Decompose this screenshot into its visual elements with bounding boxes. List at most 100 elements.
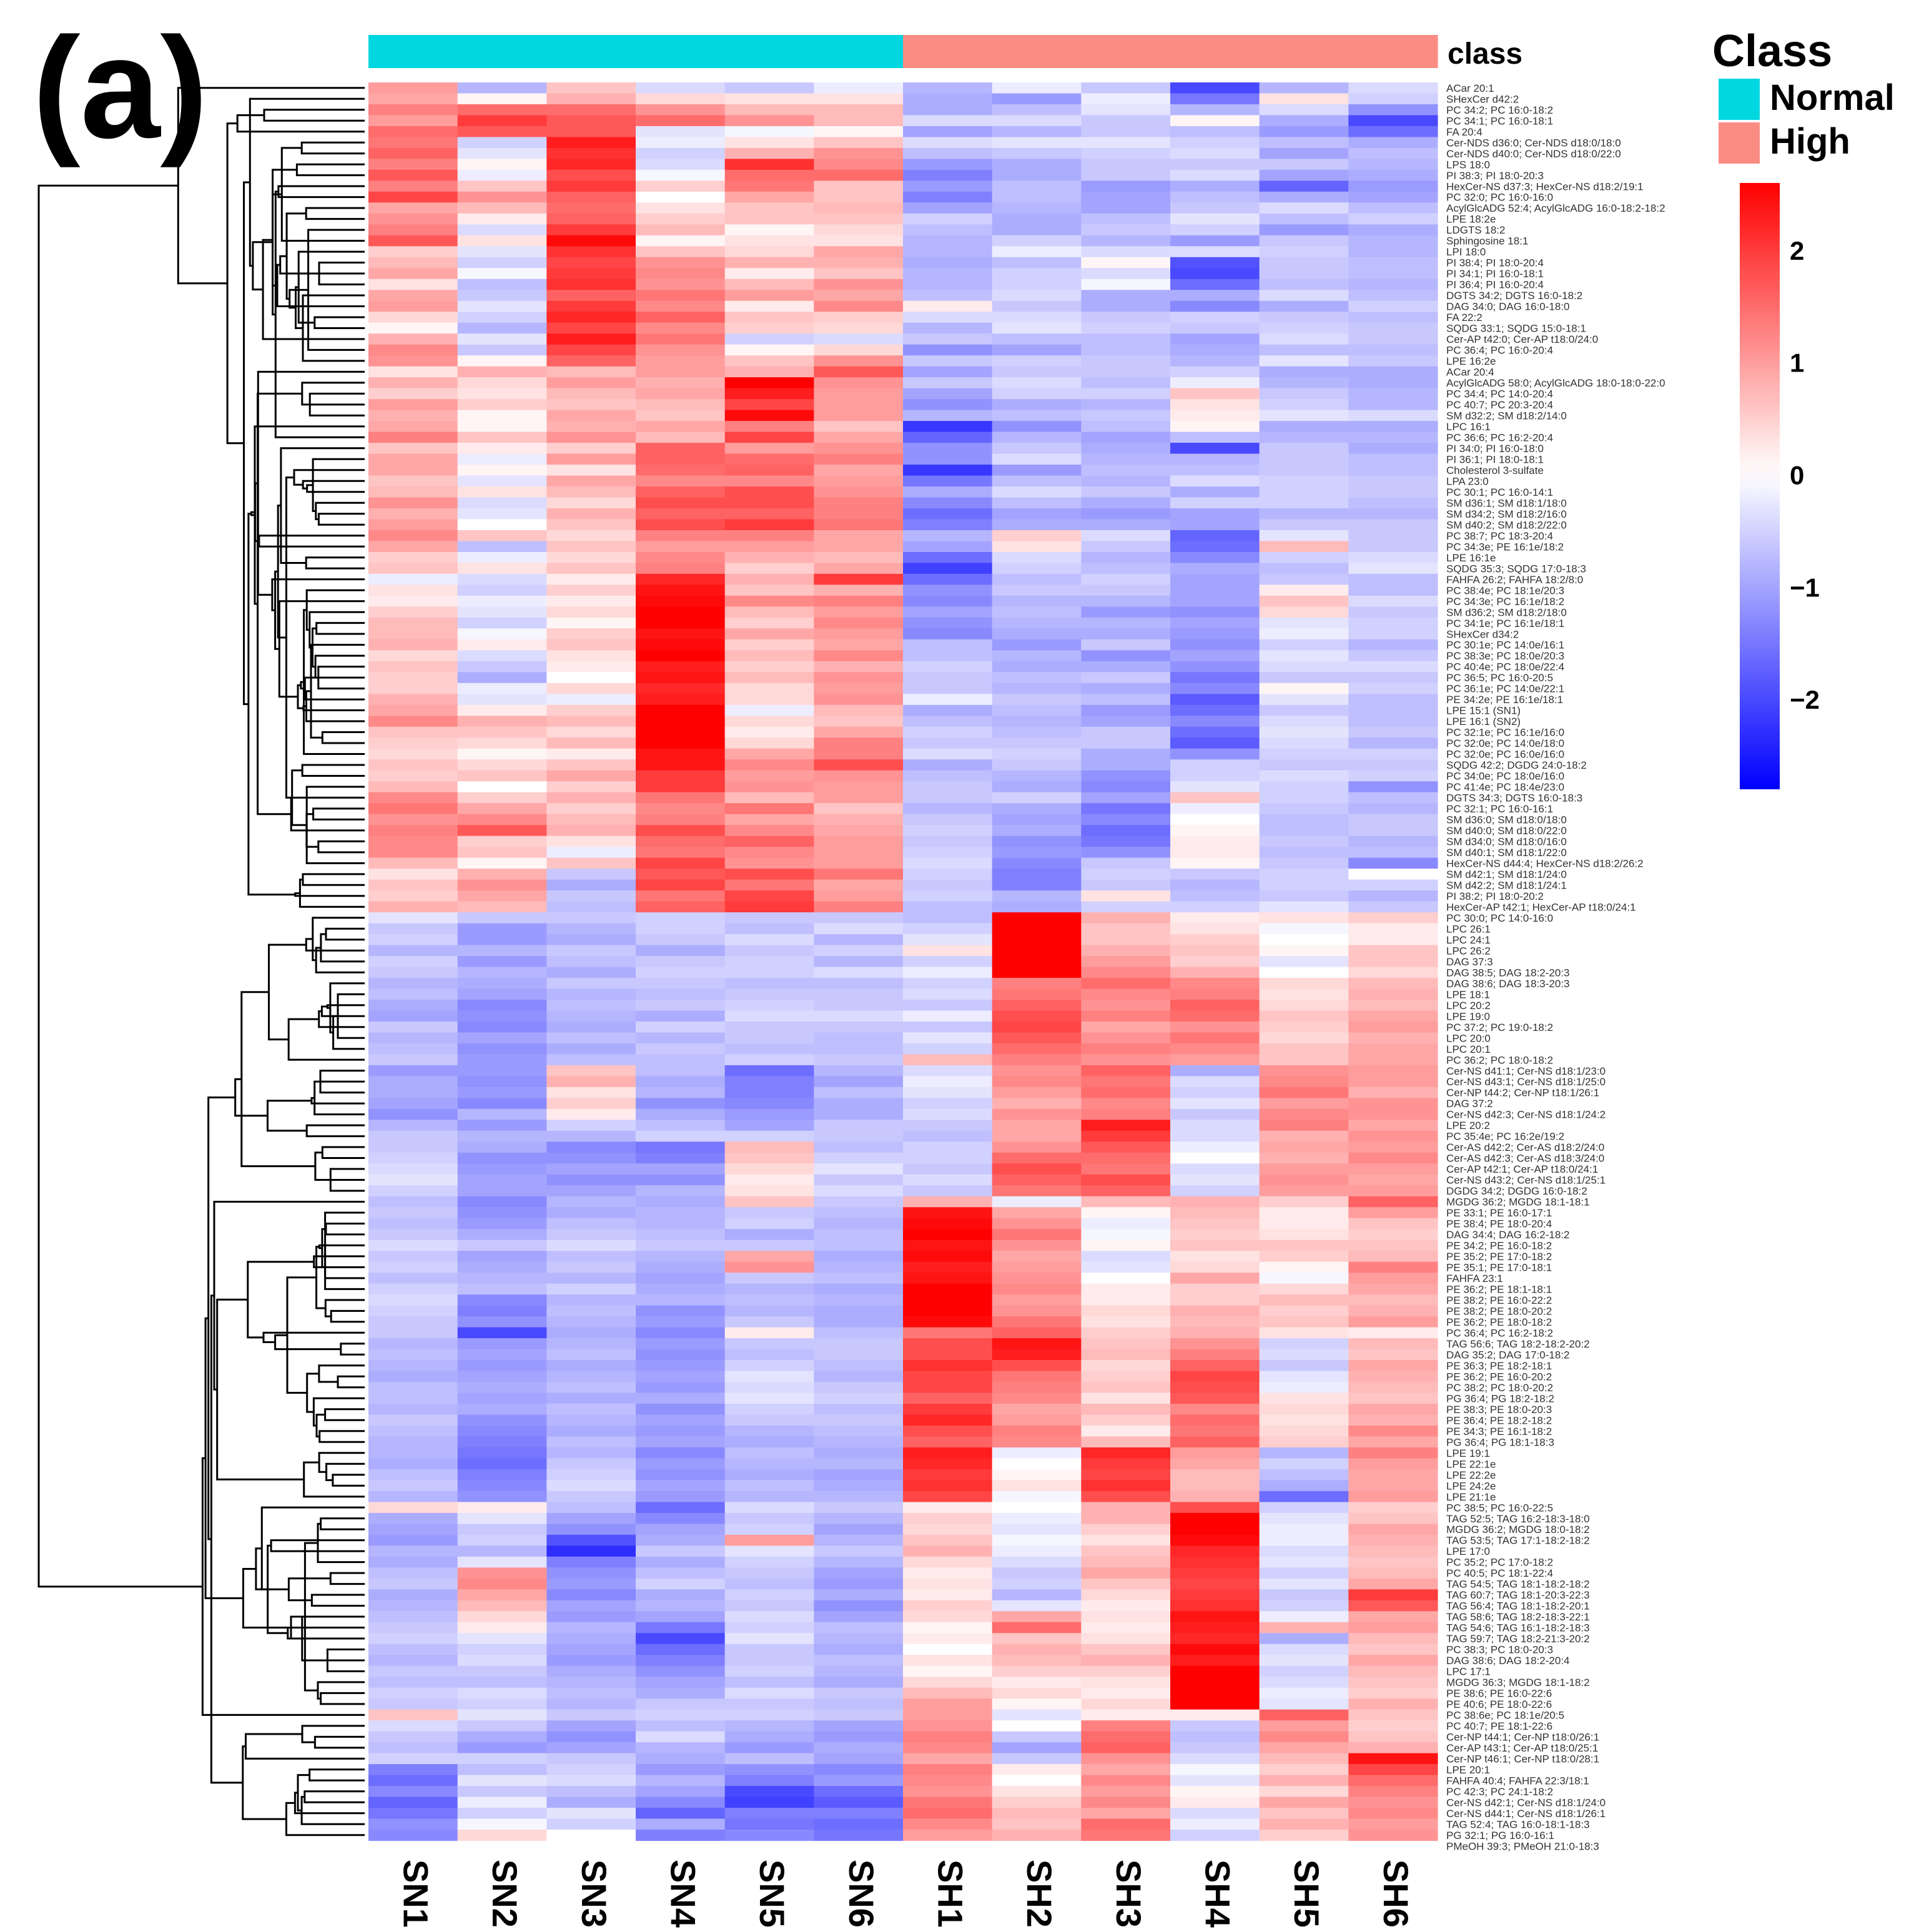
heatmap-cell <box>1259 1818 1349 1830</box>
heatmap-cell <box>1259 497 1349 509</box>
heatmap-cell <box>1081 322 1171 334</box>
heatmap-cell <box>992 1163 1082 1175</box>
heatmap-cell <box>368 1753 458 1765</box>
heatmap-cell <box>636 1207 726 1219</box>
heatmap-cell <box>1259 333 1349 345</box>
heatmap-cell <box>546 1709 636 1721</box>
heatmap-cell <box>368 180 458 192</box>
heatmap-cell <box>992 169 1082 181</box>
heatmap-cell <box>814 551 904 564</box>
heatmap-cell <box>636 1251 726 1263</box>
heatmap-cell <box>1259 945 1349 957</box>
dendrogram-branch <box>274 190 365 438</box>
heatmap-cell <box>1081 1152 1171 1164</box>
dendrogram-branch <box>262 1331 365 1343</box>
heatmap-cell <box>636 945 726 957</box>
heatmap-cell <box>1348 1425 1438 1437</box>
heatmap-cell <box>636 879 726 891</box>
heatmap-cell <box>636 639 726 651</box>
heatmap-cell <box>1170 1447 1260 1459</box>
heatmap-cell <box>457 399 547 411</box>
heatmap-cell <box>368 1720 458 1732</box>
heatmap-cell <box>546 923 636 935</box>
heatmap-cell <box>903 1338 993 1350</box>
heatmap-cell <box>457 1316 547 1328</box>
heatmap-cell <box>992 595 1082 608</box>
dendrogram-branch <box>278 600 365 698</box>
heatmap-cell <box>992 901 1082 913</box>
heatmap-cell <box>368 519 458 531</box>
heatmap-cell <box>903 1808 993 1820</box>
heatmap-cell <box>903 1283 993 1295</box>
column-label: SH6 <box>1376 1860 1416 1928</box>
heatmap-cell <box>1348 1338 1438 1350</box>
heatmap-cell <box>1081 126 1171 138</box>
heatmap-cell <box>903 246 993 258</box>
dendrogram-branch <box>305 556 365 569</box>
heatmap-cell <box>457 770 547 782</box>
heatmap-cell <box>1170 1010 1260 1022</box>
heatmap-cell <box>1348 399 1438 411</box>
row-label: DAG 38:5; DAG 18:2-20:3 <box>1446 967 1570 978</box>
heatmap-cell <box>903 1152 993 1164</box>
heatmap-cell <box>1259 1273 1349 1284</box>
heatmap-cell <box>1081 1436 1171 1448</box>
heatmap-cell <box>636 1731 726 1743</box>
dendrogram-branch <box>210 1294 243 1784</box>
heatmap-cell <box>992 1032 1082 1044</box>
heatmap-cell <box>903 530 993 542</box>
annotation-label: class <box>1448 37 1522 71</box>
row-label: PC 38:4e; PC 18:1e/20:3 <box>1446 584 1564 596</box>
heatmap-cell <box>1348 421 1438 433</box>
heatmap-cell <box>1081 213 1171 225</box>
heatmap-cell <box>1259 595 1349 608</box>
heatmap-cell <box>368 1404 458 1416</box>
heatmap-cell <box>814 1764 904 1776</box>
heatmap-cell <box>724 1589 814 1601</box>
heatmap-cell <box>903 1764 993 1776</box>
heatmap-cell <box>457 1633 547 1645</box>
heatmap-cell <box>1081 988 1171 1000</box>
heatmap-cell <box>546 224 636 236</box>
heatmap-cell <box>457 1830 547 1841</box>
heatmap-cell <box>1081 159 1171 170</box>
heatmap-cell <box>1259 519 1349 531</box>
heatmap-cell <box>903 1753 993 1765</box>
heatmap-cell <box>1170 1120 1260 1131</box>
row-label: SM d36:0; SM d18:0/18:0 <box>1446 814 1567 826</box>
heatmap-cell <box>1081 246 1171 258</box>
heatmap-cell <box>1259 1316 1349 1328</box>
heatmap-cell <box>1259 355 1349 367</box>
dendrogram-branch <box>325 1223 365 1236</box>
heatmap-cell <box>1170 1338 1260 1350</box>
heatmap-cell <box>1081 1796 1171 1808</box>
heatmap-cell <box>457 737 547 749</box>
heatmap-cell <box>903 1120 993 1131</box>
heatmap-cell <box>636 508 726 520</box>
heatmap-cell <box>724 1382 814 1394</box>
heatmap-cell <box>546 290 636 302</box>
row-label: Cer-AS d42:2; Cer-AS d18:2/24:0 <box>1446 1141 1604 1153</box>
heatmap-cell <box>1259 1545 1349 1557</box>
heatmap-cell <box>724 694 814 706</box>
row-label: TAG 56:4; TAG 18:1-18:2-20:1 <box>1446 1600 1590 1612</box>
heatmap-cell <box>1348 213 1438 225</box>
heatmap-cell <box>903 1087 993 1098</box>
heatmap-cell <box>546 563 636 574</box>
heatmap-cell <box>724 431 814 443</box>
heatmap-cell <box>546 1491 636 1502</box>
heatmap-cell <box>903 1327 993 1339</box>
heatmap-cell <box>724 1524 814 1535</box>
heatmap-cell <box>903 224 993 236</box>
heatmap-cell <box>1081 1611 1171 1623</box>
heatmap-cell <box>814 650 904 662</box>
heatmap-cell <box>992 1283 1082 1295</box>
heatmap-cell <box>1348 1261 1438 1273</box>
heatmap-cell <box>546 104 636 116</box>
heatmap-cell <box>546 1764 636 1776</box>
heatmap-cell <box>1259 1120 1349 1131</box>
heatmap-cell <box>636 410 726 421</box>
heatmap-cell <box>1259 934 1349 946</box>
heatmap-cell <box>1081 1512 1171 1524</box>
heatmap-cell <box>1259 453 1349 465</box>
